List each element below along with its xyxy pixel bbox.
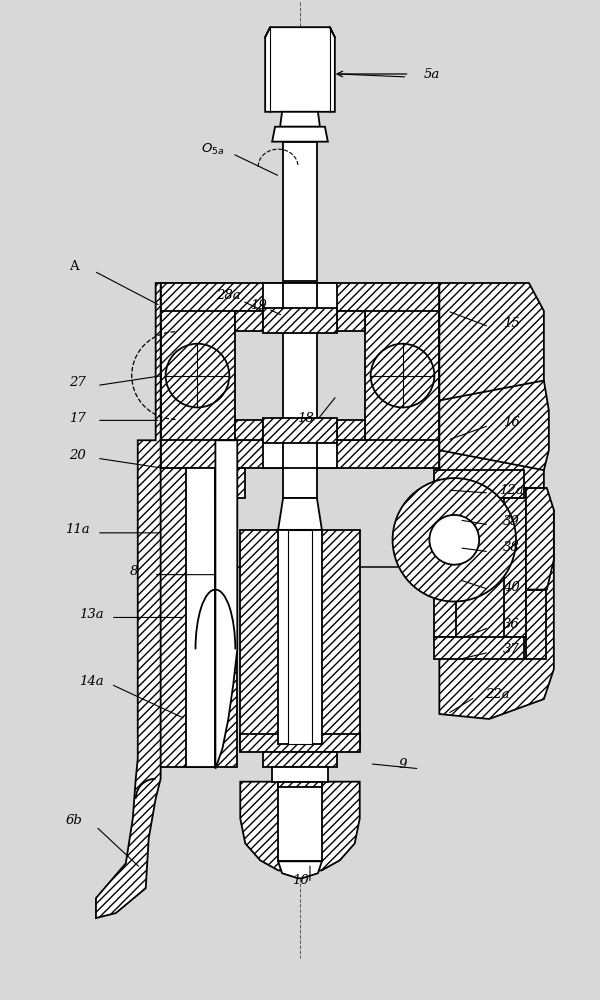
Circle shape xyxy=(430,515,479,565)
Polygon shape xyxy=(280,112,320,127)
Bar xyxy=(526,488,546,573)
Bar xyxy=(434,470,524,498)
Bar xyxy=(161,283,439,311)
Text: 14a: 14a xyxy=(79,675,103,688)
Bar xyxy=(235,311,263,331)
Polygon shape xyxy=(272,127,328,142)
Polygon shape xyxy=(240,782,360,873)
Bar xyxy=(263,418,337,443)
Polygon shape xyxy=(439,283,544,400)
Circle shape xyxy=(371,344,434,407)
Polygon shape xyxy=(96,283,161,918)
Bar xyxy=(272,767,328,782)
Bar xyxy=(278,767,322,782)
Bar xyxy=(278,782,322,787)
Text: 9: 9 xyxy=(398,758,407,771)
Polygon shape xyxy=(215,440,237,769)
Polygon shape xyxy=(439,440,544,520)
Text: 11a: 11a xyxy=(65,523,89,536)
Bar xyxy=(185,468,215,767)
Text: 18: 18 xyxy=(296,412,313,425)
Polygon shape xyxy=(439,381,549,470)
Bar xyxy=(283,468,317,498)
Text: 10: 10 xyxy=(292,874,308,887)
Polygon shape xyxy=(439,488,554,719)
Bar xyxy=(240,530,360,744)
Text: 17: 17 xyxy=(68,412,85,425)
Circle shape xyxy=(392,478,516,602)
Bar xyxy=(288,530,312,744)
Bar xyxy=(283,283,317,470)
Bar xyxy=(278,530,322,744)
Text: 5a: 5a xyxy=(423,68,440,81)
Text: A: A xyxy=(69,260,79,273)
Bar xyxy=(161,440,439,468)
Bar xyxy=(263,752,337,767)
Text: 13a: 13a xyxy=(79,608,103,621)
Bar xyxy=(526,590,546,659)
Text: 15: 15 xyxy=(503,317,520,330)
Bar xyxy=(263,308,337,333)
Bar xyxy=(235,420,263,440)
Text: 12a: 12a xyxy=(499,484,523,497)
Text: 28a: 28a xyxy=(216,289,241,302)
Bar xyxy=(215,468,245,498)
Bar xyxy=(240,734,360,752)
Bar xyxy=(337,420,365,440)
Text: 19: 19 xyxy=(250,299,266,312)
Polygon shape xyxy=(526,488,554,590)
Text: $O_{5a}$: $O_{5a}$ xyxy=(201,142,224,157)
Text: 40: 40 xyxy=(503,581,520,594)
Bar xyxy=(337,311,365,331)
Polygon shape xyxy=(278,861,322,878)
Bar xyxy=(504,498,526,637)
Bar xyxy=(263,283,337,311)
Bar xyxy=(155,468,237,767)
Polygon shape xyxy=(265,27,335,112)
Polygon shape xyxy=(161,283,235,468)
Text: 16: 16 xyxy=(503,416,520,429)
Text: 20: 20 xyxy=(68,449,85,462)
Bar xyxy=(434,637,524,659)
Circle shape xyxy=(166,344,229,407)
Text: 38: 38 xyxy=(503,541,520,554)
Text: 36: 36 xyxy=(503,618,520,631)
Bar xyxy=(283,142,317,281)
Text: 39: 39 xyxy=(503,515,520,528)
Text: 27: 27 xyxy=(68,376,85,389)
Bar xyxy=(434,498,456,637)
Text: 8: 8 xyxy=(130,565,138,578)
Text: 22a: 22a xyxy=(485,688,509,701)
Text: 37: 37 xyxy=(503,643,520,656)
Polygon shape xyxy=(278,498,322,530)
Polygon shape xyxy=(365,283,439,468)
Bar xyxy=(278,782,322,861)
Text: 6b: 6b xyxy=(65,814,82,827)
Bar xyxy=(263,440,337,468)
